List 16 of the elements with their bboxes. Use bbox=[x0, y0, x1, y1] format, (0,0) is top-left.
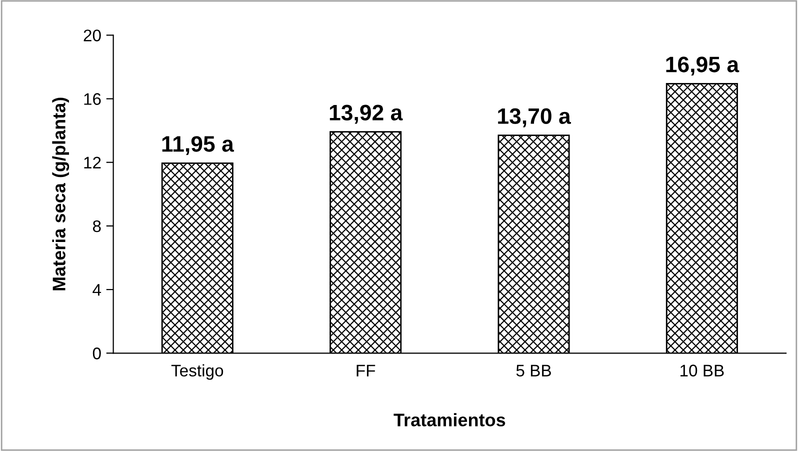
data-label: 13,92 a bbox=[330, 104, 403, 124]
y-tick-label: 20 bbox=[84, 30, 101, 42]
x-tick-label: 10 BB bbox=[680, 364, 724, 376]
y-axis-title: Materia seca (g/planta) bbox=[52, 98, 70, 290]
data-label: 13,70 a bbox=[498, 108, 571, 128]
data-label: 16,95 a bbox=[666, 56, 740, 76]
y-tick-label: 16 bbox=[84, 93, 101, 105]
x-tick-label: Testigo bbox=[171, 364, 224, 380]
y-tick-label: 0 bbox=[92, 348, 101, 360]
y-tick-label: 12 bbox=[84, 156, 101, 168]
y-tick-label: 4 bbox=[92, 284, 102, 296]
x-tick-label: 5 BB bbox=[516, 364, 551, 376]
x-tick-label: FF bbox=[356, 364, 376, 376]
y-tick-label: 8 bbox=[92, 220, 101, 232]
data-label: 11,95 a bbox=[162, 136, 234, 156]
x-axis-title: Tratamientos bbox=[394, 413, 506, 426]
